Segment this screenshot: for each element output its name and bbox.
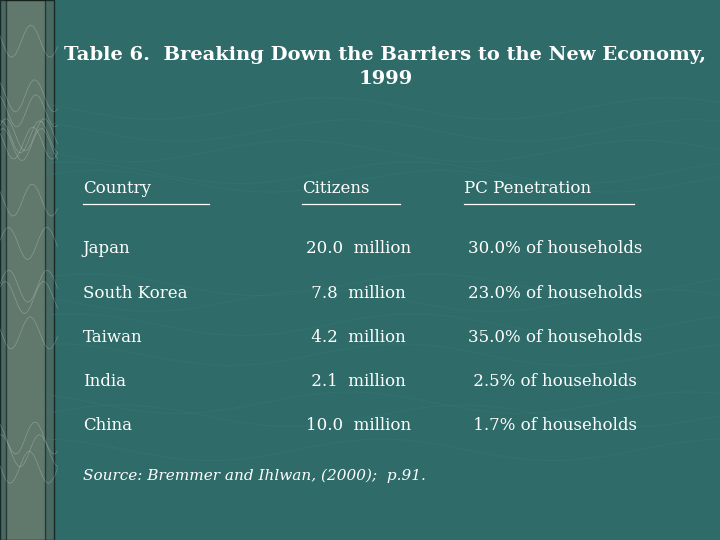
Text: South Korea: South Korea	[83, 285, 187, 301]
Text: Source: Bremmer and Ihlwan, (2000);  p.91.: Source: Bremmer and Ihlwan, (2000); p.91…	[83, 469, 426, 483]
Text: 4.2  million: 4.2 million	[306, 329, 406, 346]
Text: 23.0% of households: 23.0% of households	[468, 285, 642, 301]
Text: 35.0% of households: 35.0% of households	[468, 329, 642, 346]
Text: 20.0  million: 20.0 million	[306, 240, 411, 257]
Text: 1.7% of households: 1.7% of households	[468, 417, 637, 434]
Text: Citizens: Citizens	[302, 180, 370, 197]
Text: Table 6.  Breaking Down the Barriers to the New Economy,
1999: Table 6. Breaking Down the Barriers to t…	[64, 46, 706, 87]
FancyBboxPatch shape	[0, 0, 54, 540]
Text: Japan: Japan	[83, 240, 130, 257]
Text: 10.0  million: 10.0 million	[306, 417, 411, 434]
Text: 7.8  million: 7.8 million	[306, 285, 406, 301]
Text: PC Penetration: PC Penetration	[464, 180, 592, 197]
Text: Taiwan: Taiwan	[83, 329, 143, 346]
Text: 2.1  million: 2.1 million	[306, 373, 406, 390]
Text: 2.5% of households: 2.5% of households	[468, 373, 637, 390]
Text: India: India	[83, 373, 126, 390]
FancyBboxPatch shape	[6, 0, 45, 540]
Text: 30.0% of households: 30.0% of households	[468, 240, 642, 257]
Text: Country: Country	[83, 180, 150, 197]
Text: China: China	[83, 417, 132, 434]
